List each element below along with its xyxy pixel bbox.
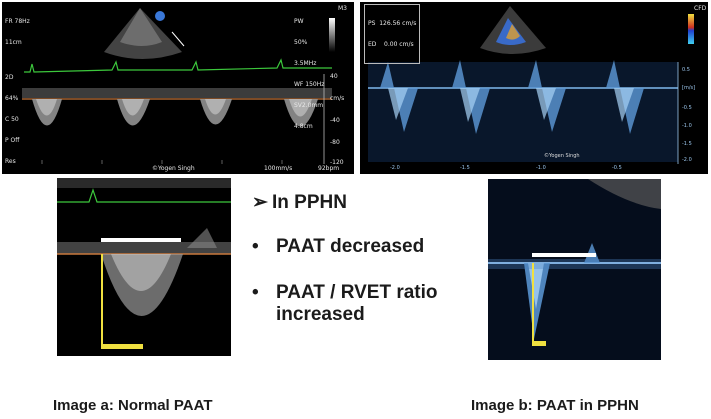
panel-a-tick-neg80: -80 [330, 139, 340, 146]
panel-a-sweep-speed: 100mm/s [264, 165, 293, 172]
bullet-heading-text: In PPHN [272, 192, 347, 213]
panel-a-hdr-l4: 64% [5, 95, 19, 102]
panel-a-hdr-r1: 50% [294, 39, 308, 46]
panel-b-time-0: -2.0 [390, 165, 400, 171]
panel-b-time-1: -1.5 [460, 165, 470, 171]
panel-a-hdr-l0: FR 78Hz [5, 18, 30, 25]
bullet-item-1-text: PAAT decreased [276, 236, 425, 257]
bullet-item-2: • PAAT / RVET ratio increased [252, 282, 482, 326]
doppler-panel-a-graphics [22, 8, 335, 164]
zoom-panel-b [488, 179, 661, 360]
panel-a-hdr-r4: SV2.0mm [294, 102, 324, 109]
panel-a-hdr-l1: 11cm [5, 39, 22, 46]
panel-b-time-2: -1.0 [536, 165, 546, 171]
panel-b-measure-ps: PS 126.56 cm/s [368, 20, 417, 27]
caption-image-a: Image a: Normal PAAT [53, 397, 213, 414]
dot-bullet-icon: • [252, 236, 259, 257]
panel-a-header-left: FR 78Hz 11cm 2D 64% C 50 P Off Res [5, 4, 30, 174]
panel-b-tick-2: -0.5 [682, 105, 692, 111]
doppler-panel-b-graphics [368, 6, 694, 164]
panel-a-tick-neg120: -120 [330, 159, 344, 166]
doppler-panel-a: FR 78Hz 11cm 2D 64% C 50 P Off Res PW 50… [2, 2, 354, 174]
bullet-item-2-text: PAAT / RVET ratio increased [276, 282, 438, 325]
zoom-panel-a-graphics [57, 178, 231, 349]
panel-b-tick-unit: [m/s] [682, 85, 696, 91]
panel-a-hdr-r3: WF 150Hz [294, 81, 325, 88]
panel-a-hdr-l3: 2D [5, 74, 14, 81]
doppler-panel-b: PS 126.56 cm/s ED 0.00 cm/s CFD 0.5 [m/s… [360, 2, 708, 174]
panel-a-heart-rate: 92bpm [318, 165, 340, 172]
panel-b-tick-5: -2.0 [682, 157, 692, 163]
panel-a-corner-label: M3 [338, 5, 347, 12]
zoom-panel-a [57, 178, 231, 356]
panel-b-corner-label: CFD [694, 5, 707, 12]
panel-a-hdr-l7: Res [5, 158, 16, 165]
panel-b-measure-box: PS 126.56 cm/s ED 0.00 cm/s [364, 4, 421, 64]
caption-image-b: Image b: PAAT in PPHN [471, 397, 639, 414]
panel-b-measure-ed: ED 0.00 cm/s [368, 41, 414, 48]
panel-b-tick-3: -1.0 [682, 123, 692, 129]
panel-a-hdr-r2: 3.5MHz [294, 60, 317, 67]
panel-a-hdr-r5: 4.8cm [294, 123, 313, 130]
arrow-bullet-icon: ➢ [252, 192, 268, 213]
panel-a-tick-neg40: -40 [330, 117, 340, 124]
bullet-item-1: • PAAT decreased [252, 236, 424, 258]
panel-a-hdr-r0: PW [294, 18, 304, 25]
panel-a-hdr-l5: C 50 [5, 116, 19, 123]
panel-a-hdr-l6: P Off [5, 137, 20, 144]
panel-a-watermark: ©Yogen Singh [152, 165, 195, 172]
zoom-panel-b-graphics [488, 179, 661, 360]
panel-a-tick-40: 40 [330, 73, 338, 80]
panel-a-tick-unit: cm/s [330, 95, 345, 102]
panel-b-tick-0: 0.5 [682, 67, 690, 73]
bullet-heading: ➢ In PPHN [252, 192, 347, 214]
panel-a-header-right: PW 50% 3.5MHz WF 150Hz SV2.0mm 4.8cm [294, 4, 324, 144]
panel-b-tick-4: -1.5 [682, 141, 692, 147]
panel-b-watermark: ©Yogen Singh [544, 153, 580, 159]
dot-bullet-icon: • [252, 282, 259, 303]
panel-b-time-3: -0.5 [612, 165, 622, 171]
